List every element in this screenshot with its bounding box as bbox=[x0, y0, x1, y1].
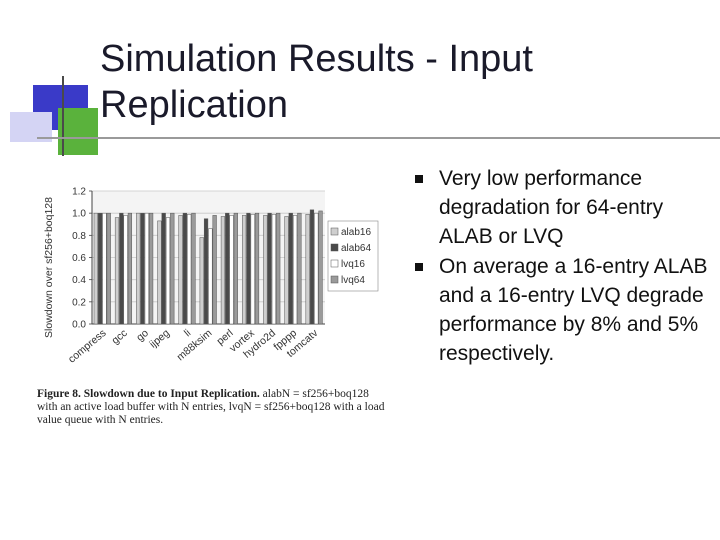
y-axis-label: Slowdown over sf256+boq128 bbox=[43, 197, 55, 338]
bar bbox=[119, 212, 124, 325]
bar bbox=[203, 218, 209, 325]
slide-title: Simulation Results - Input Replication bbox=[100, 38, 533, 126]
bar bbox=[233, 212, 238, 325]
bar bbox=[242, 215, 247, 325]
bar bbox=[305, 214, 310, 325]
y-tick-label: 1.2 bbox=[72, 187, 86, 198]
legend-label: lvq16 bbox=[341, 259, 365, 270]
legend-swatch bbox=[330, 227, 339, 236]
bar bbox=[250, 214, 255, 325]
bar bbox=[254, 212, 260, 325]
bar bbox=[170, 212, 175, 325]
bar bbox=[161, 212, 166, 325]
legend-swatch bbox=[330, 259, 339, 268]
bar bbox=[208, 228, 213, 325]
y-tick-label: 1.0 bbox=[72, 209, 86, 220]
bar bbox=[220, 216, 226, 325]
caption-head: Figure 8. Slowdown due to Input Replicat… bbox=[37, 388, 260, 400]
title-divider-line bbox=[37, 137, 720, 139]
bar bbox=[157, 220, 162, 325]
bar bbox=[102, 212, 107, 325]
accent-square-green bbox=[58, 108, 98, 155]
legend-swatch bbox=[330, 243, 339, 252]
bar bbox=[187, 214, 192, 325]
square-bullet-icon bbox=[415, 263, 423, 271]
bullet-item: On average a 16-entry ALAB and a 16-entr… bbox=[415, 252, 715, 368]
bar bbox=[182, 212, 187, 325]
bar bbox=[136, 212, 141, 325]
y-tick-label: 0.8 bbox=[72, 231, 86, 242]
x-tick-label: gcc bbox=[109, 327, 129, 347]
bullet-text: On average a 16-entry ALAB and a 16-entr… bbox=[439, 255, 708, 365]
bar bbox=[276, 212, 281, 325]
caption-body: alabN = sf256+boq128 with an active load… bbox=[37, 388, 385, 426]
bar bbox=[114, 217, 120, 325]
accent-vertical-line bbox=[62, 76, 64, 156]
bar bbox=[267, 212, 272, 325]
legend-swatch bbox=[330, 275, 339, 284]
bar bbox=[292, 215, 298, 325]
legend-label: alab64 bbox=[341, 243, 371, 254]
bar bbox=[191, 212, 196, 325]
bar bbox=[178, 215, 183, 325]
bar bbox=[309, 209, 315, 325]
x-tick-label: compress bbox=[66, 327, 109, 365]
bar bbox=[271, 214, 276, 325]
bar bbox=[284, 216, 289, 325]
x-tick-label: ijpeg bbox=[147, 327, 172, 351]
square-bullet-icon bbox=[415, 175, 423, 183]
bar bbox=[144, 212, 149, 325]
bullet-item: Very low performance degradation for 64-… bbox=[415, 164, 715, 251]
y-tick-label: 0.6 bbox=[72, 253, 86, 264]
legend-label: alab16 bbox=[341, 227, 371, 238]
bar bbox=[225, 212, 230, 325]
bar bbox=[297, 212, 302, 325]
bar bbox=[149, 212, 154, 325]
bar bbox=[127, 212, 133, 325]
bullet-list: Very low performance degradation for 64-… bbox=[415, 164, 715, 369]
bar bbox=[199, 237, 204, 325]
bar bbox=[165, 217, 171, 325]
bar bbox=[106, 212, 111, 325]
bar bbox=[123, 215, 128, 325]
x-tick-label: m88ksim bbox=[175, 327, 215, 363]
bar bbox=[314, 212, 319, 325]
figure-caption: Figure 8. Slowdown due to Input Replicat… bbox=[37, 388, 390, 427]
bar bbox=[263, 215, 268, 325]
bullet-text: Very low performance degradation for 64-… bbox=[439, 167, 664, 248]
bar bbox=[288, 212, 293, 325]
y-tick-label: 0.4 bbox=[72, 275, 86, 286]
y-tick-label: 0.2 bbox=[72, 297, 86, 308]
y-tick-label: 0.0 bbox=[72, 320, 86, 331]
slowdown-bar-chart: 0.0 0.2 0.4 0.6 0.8 1.0 1.2 Slowdown over sf256… bbox=[43, 187, 379, 366]
bar bbox=[98, 212, 103, 325]
legend-label: lvq64 bbox=[341, 275, 365, 286]
bar bbox=[212, 215, 217, 325]
bar bbox=[93, 212, 98, 325]
bar bbox=[246, 212, 251, 325]
bar bbox=[140, 212, 145, 325]
x-tick-label: li bbox=[182, 327, 193, 339]
bar bbox=[229, 215, 234, 325]
bar bbox=[318, 210, 323, 325]
